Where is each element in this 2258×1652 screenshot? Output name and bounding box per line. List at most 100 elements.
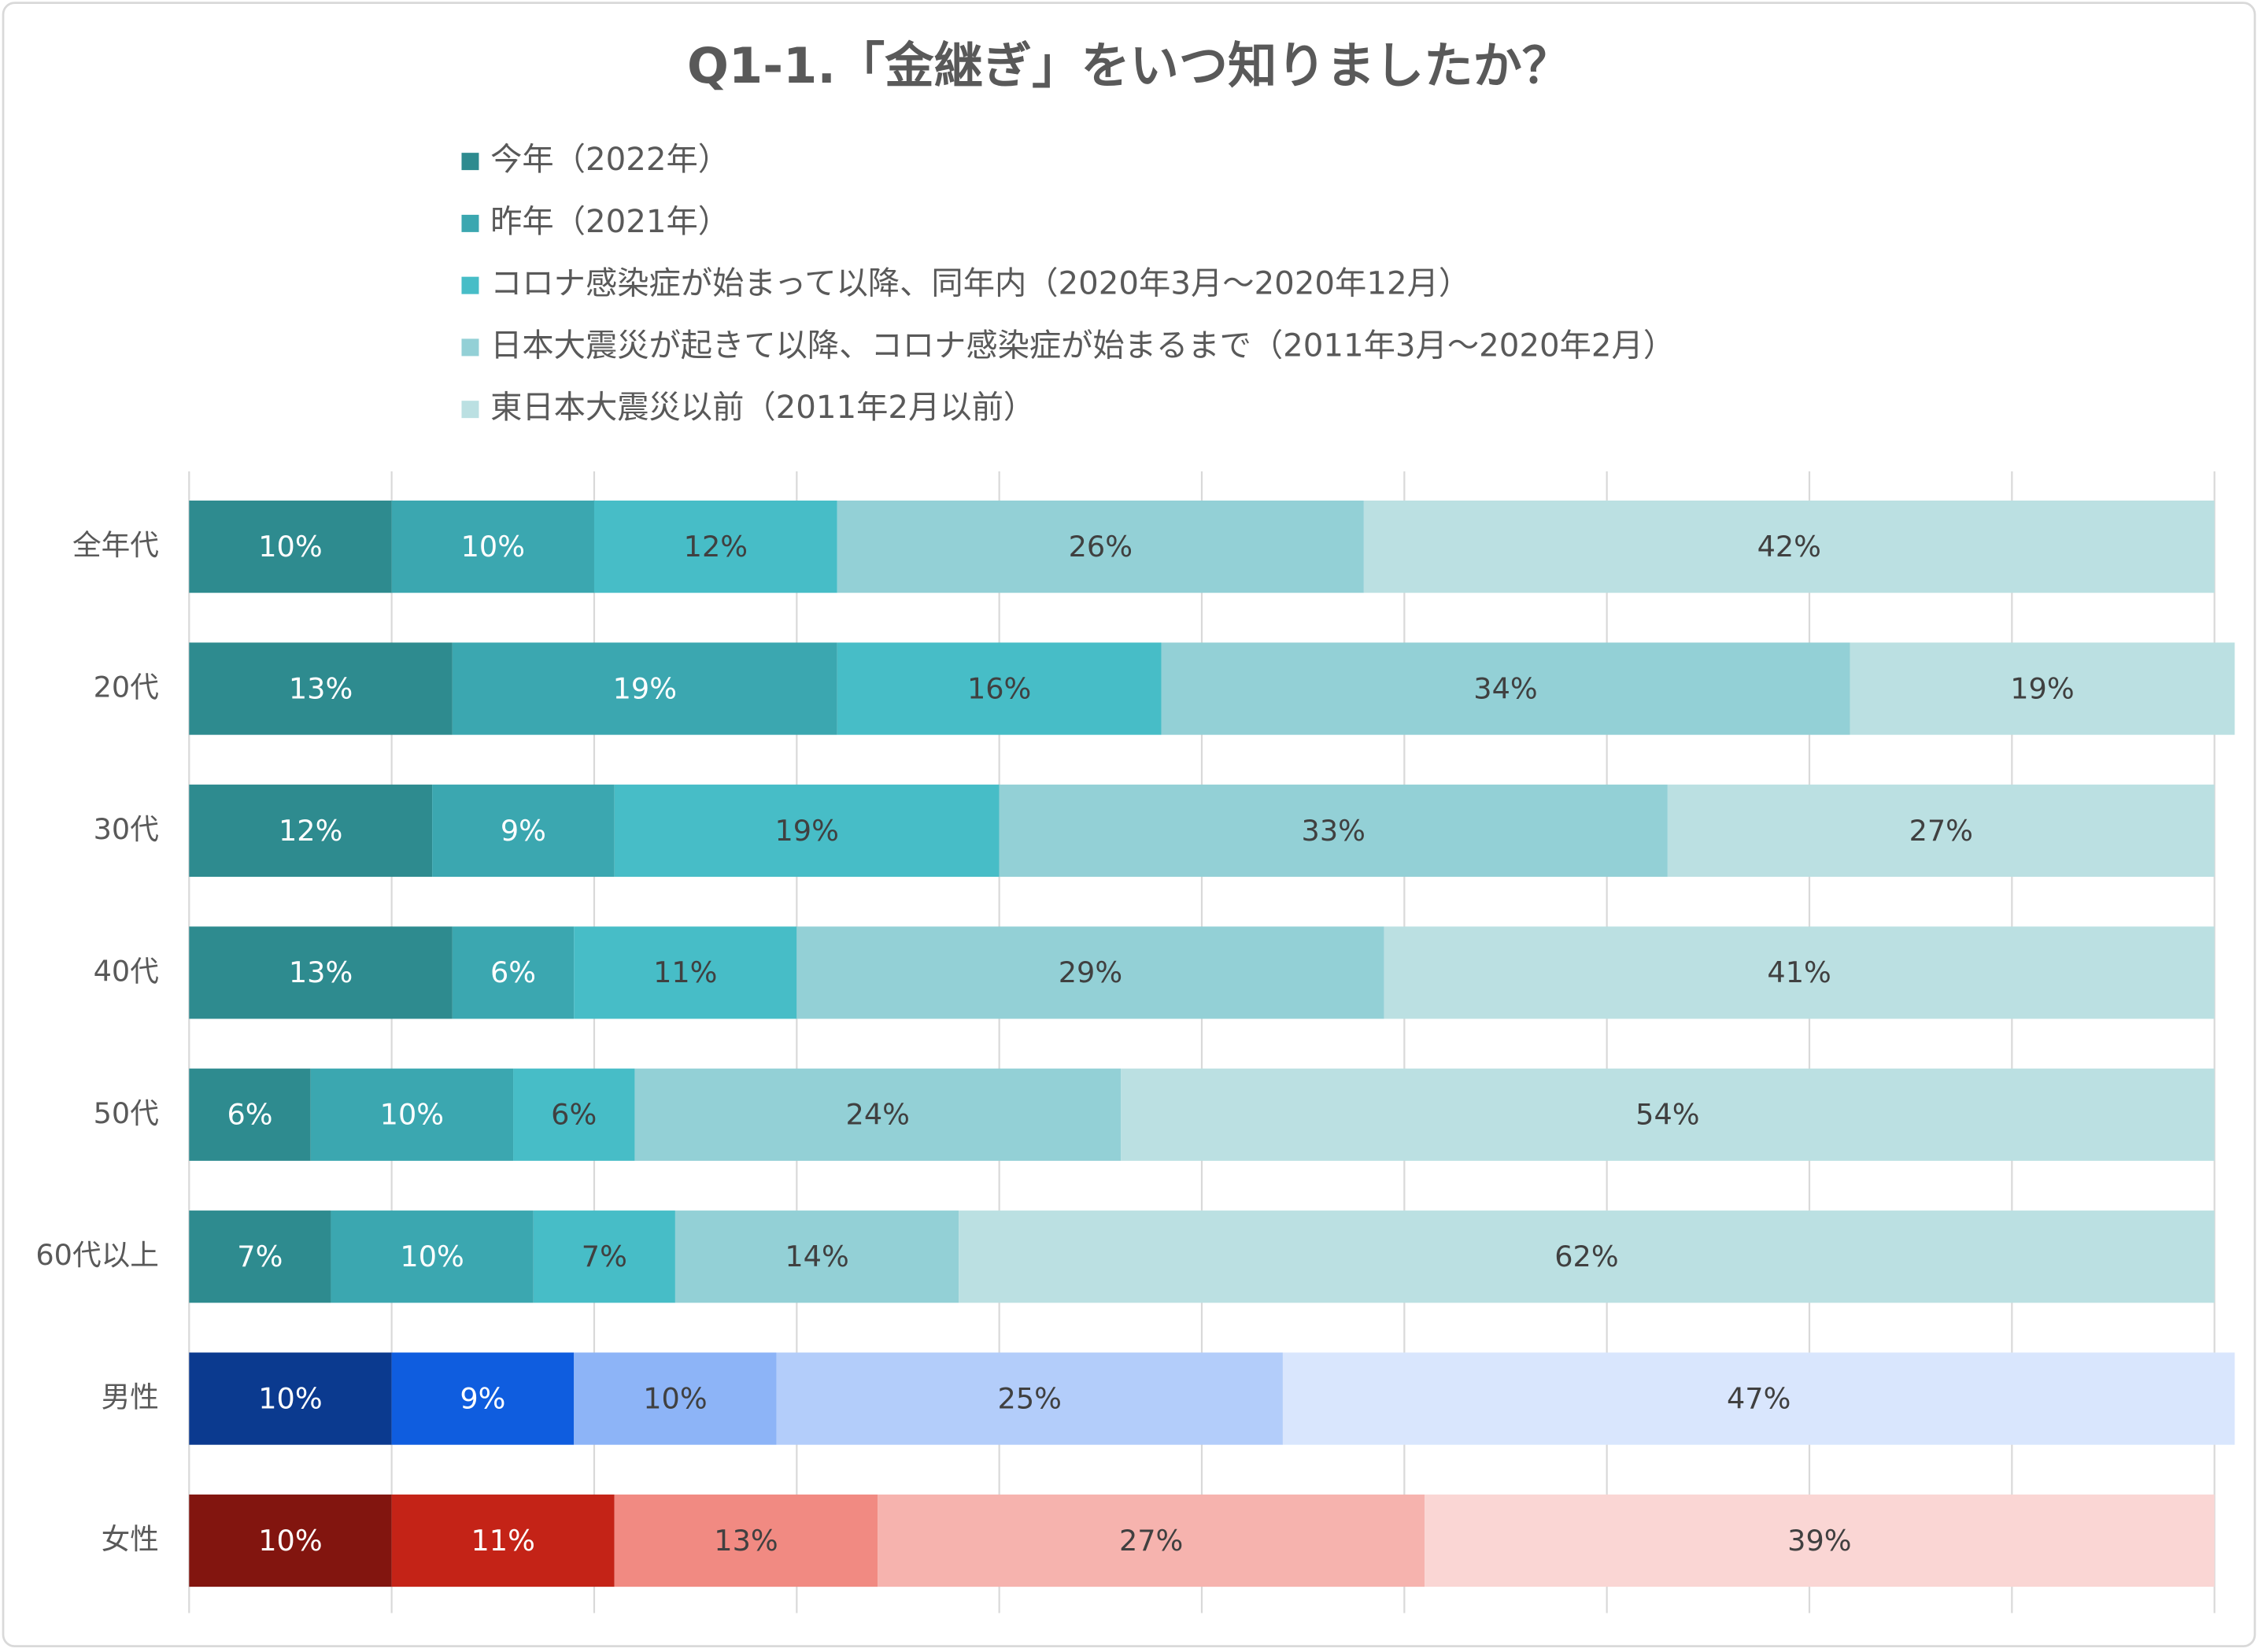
bar-segment <box>533 1210 675 1303</box>
data-label: 47% <box>1727 1381 1791 1415</box>
bar-segment <box>878 1494 1425 1587</box>
data-label: 41% <box>1767 955 1831 989</box>
data-label: 10% <box>258 1381 322 1415</box>
y-tick-label: 全年代 <box>72 528 159 562</box>
data-label: 39% <box>1787 1524 1851 1558</box>
bar-segment <box>1363 501 2215 593</box>
data-label: 26% <box>1069 530 1133 564</box>
legend-swatch <box>461 338 479 357</box>
bar-segment <box>452 642 837 735</box>
bar-segment <box>634 1068 1122 1161</box>
data-label: 19% <box>774 814 838 848</box>
bar-segment <box>513 1068 635 1161</box>
bar-segment <box>1282 1352 2235 1445</box>
data-label: 10% <box>461 530 525 564</box>
bar-segment <box>614 1494 878 1587</box>
data-label: 19% <box>613 671 677 705</box>
bar-segment <box>1161 642 1850 735</box>
data-label: 33% <box>1302 814 1366 848</box>
bar-segment <box>674 1210 959 1303</box>
bar-segment <box>837 642 1162 735</box>
bar-segment <box>1850 642 2235 735</box>
legend-label: コロナ感染症が始まって以降、同年内（2020年3月～2020年12月） <box>490 265 1470 302</box>
bar-segment <box>189 1494 392 1587</box>
data-label: 27% <box>1909 814 1973 848</box>
data-label: 10% <box>643 1381 707 1415</box>
bar-segment <box>391 501 594 593</box>
data-label: 10% <box>400 1240 464 1273</box>
legend-label: 今年（2022年） <box>490 141 730 178</box>
bar-segment <box>189 642 453 735</box>
data-label: 42% <box>1757 530 1821 564</box>
bar-segment <box>574 1352 777 1445</box>
data-label: 19% <box>2010 671 2074 705</box>
data-label: 10% <box>380 1098 444 1132</box>
bar-segment <box>1425 1494 2215 1587</box>
bar-segment <box>796 926 1384 1019</box>
bar-segment <box>391 1494 615 1587</box>
bar-segment <box>452 926 575 1019</box>
data-label: 7% <box>237 1240 283 1273</box>
legend-label: 日本大震災が起きて以降、コロナ感染症が始まるまで（2011年3月～2020年2月… <box>490 327 1675 364</box>
y-tick-label: 30代 <box>94 812 159 846</box>
y-tick-label: 50代 <box>94 1096 159 1130</box>
data-label: 10% <box>258 1524 322 1558</box>
legend-swatch <box>461 401 479 419</box>
bar-segment <box>1667 784 2215 878</box>
bar-segment <box>837 501 1364 593</box>
data-label: 11% <box>471 1524 534 1558</box>
bar-segment <box>776 1352 1283 1445</box>
data-label: 54% <box>1635 1098 1699 1132</box>
bar-segment <box>189 784 433 878</box>
data-label: 13% <box>289 955 353 989</box>
bar-segment <box>189 1210 331 1303</box>
data-label: 13% <box>289 671 353 705</box>
data-label: 6% <box>227 1098 272 1132</box>
y-tick-label: 40代 <box>94 954 159 988</box>
y-tick-label: 女性 <box>102 1522 159 1556</box>
y-tick-label: 男性 <box>102 1380 159 1414</box>
bar-segment <box>999 784 1668 878</box>
bar-segment <box>189 926 453 1019</box>
bar-segment <box>1121 1068 2215 1161</box>
bar-segment <box>574 926 797 1019</box>
data-label: 24% <box>846 1098 910 1132</box>
data-label: 10% <box>258 530 322 564</box>
bar-segment <box>310 1068 514 1161</box>
legend-label: 昨年（2021年） <box>490 203 730 240</box>
data-label: 12% <box>684 530 748 564</box>
y-tick-label: 60代以上 <box>35 1238 158 1272</box>
bar-segment <box>189 1352 392 1445</box>
data-label: 16% <box>967 671 1031 705</box>
data-label: 12% <box>279 814 342 848</box>
bar-segment <box>593 501 837 593</box>
chart-title: Q1-1.「金継ぎ」をいつ知りましたか？ <box>687 37 1571 94</box>
data-label: 34% <box>1473 671 1537 705</box>
bar-segment <box>331 1210 534 1303</box>
data-label: 11% <box>653 955 717 989</box>
bar-segment <box>189 501 392 593</box>
bar-segment <box>1384 926 2215 1019</box>
bar-segment <box>189 1068 311 1161</box>
bar-segment <box>959 1210 2215 1303</box>
data-label: 25% <box>998 1381 1062 1415</box>
data-label: 13% <box>714 1524 778 1558</box>
data-label: 14% <box>785 1240 848 1273</box>
legend-label: 東日本大震災以前（2011年2月以前） <box>490 389 1035 426</box>
data-label: 27% <box>1119 1524 1183 1558</box>
bar-segment <box>614 784 1000 878</box>
data-label: 62% <box>1554 1240 1618 1273</box>
data-label: 9% <box>460 1381 505 1415</box>
data-label: 6% <box>551 1098 597 1132</box>
bar-segment <box>432 784 615 878</box>
data-label: 9% <box>501 814 546 848</box>
y-tick-label: 20代 <box>94 671 159 704</box>
bar-segment <box>391 1352 575 1445</box>
legend-swatch <box>461 153 479 171</box>
legend-swatch <box>461 214 479 232</box>
data-label: 6% <box>490 955 536 989</box>
legend-swatch <box>461 276 479 294</box>
data-label: 29% <box>1059 955 1122 989</box>
